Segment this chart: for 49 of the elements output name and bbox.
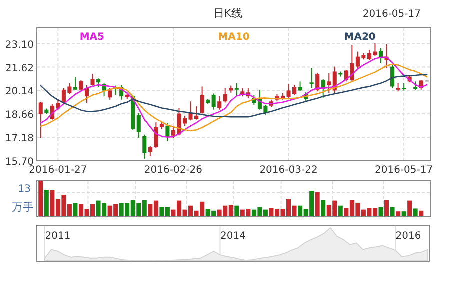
bar bbox=[338, 206, 343, 217]
bar bbox=[402, 212, 406, 217]
bar bbox=[384, 200, 390, 217]
x-tick-label: 2016-01-27 bbox=[29, 165, 88, 176]
x-tick-label: 2016 bbox=[396, 231, 422, 242]
y-tick-label: 20.14 bbox=[5, 86, 34, 98]
text: 13 bbox=[18, 184, 31, 195]
candlestick bbox=[327, 72, 332, 94]
candlestick bbox=[223, 88, 228, 104]
y-axis-title: 万手 bbox=[12, 201, 34, 214]
candlestick bbox=[38, 102, 43, 139]
x-tick-label: 2014 bbox=[220, 231, 246, 242]
bar bbox=[390, 207, 395, 217]
candlestick bbox=[212, 93, 216, 110]
bar bbox=[38, 181, 44, 217]
bar bbox=[321, 200, 326, 217]
x-tick-label: 2016-02-26 bbox=[144, 165, 203, 176]
y-tick-label: 21.62 bbox=[5, 63, 34, 74]
y-tick-label: 23.10 bbox=[5, 40, 34, 51]
x-tick-label: 2016-03-22 bbox=[260, 165, 318, 176]
candlestick bbox=[108, 88, 112, 100]
x-tick-label: 2016-05-17 bbox=[374, 165, 434, 176]
bar bbox=[396, 212, 401, 217]
text: 2016-05-17 bbox=[362, 9, 421, 20]
y-tick-label: 18.66 bbox=[5, 110, 34, 122]
candlestick bbox=[390, 64, 395, 89]
bar bbox=[413, 208, 418, 217]
text: MA10 bbox=[218, 32, 250, 43]
bar bbox=[419, 210, 424, 217]
chart-title: 日K线 bbox=[213, 7, 243, 20]
x-tick-label: 2011 bbox=[45, 231, 71, 242]
candlestick bbox=[136, 112, 141, 140]
bar bbox=[234, 206, 240, 217]
bar bbox=[315, 192, 320, 217]
text: MA5 bbox=[80, 32, 105, 43]
candlestick bbox=[200, 86, 204, 114]
y-tick-label: 17.18 bbox=[5, 134, 34, 145]
candlestick bbox=[310, 68, 314, 89]
candlestick bbox=[316, 72, 320, 92]
candlestick bbox=[142, 134, 147, 160]
candlestick bbox=[148, 146, 152, 157]
candlestick bbox=[218, 96, 222, 110]
candlestick bbox=[234, 82, 239, 98]
text: MA20 bbox=[344, 32, 376, 43]
bar bbox=[44, 190, 49, 217]
bar bbox=[73, 203, 78, 217]
candlestick bbox=[90, 73, 95, 86]
candlestick bbox=[73, 76, 78, 92]
bar bbox=[408, 200, 412, 217]
